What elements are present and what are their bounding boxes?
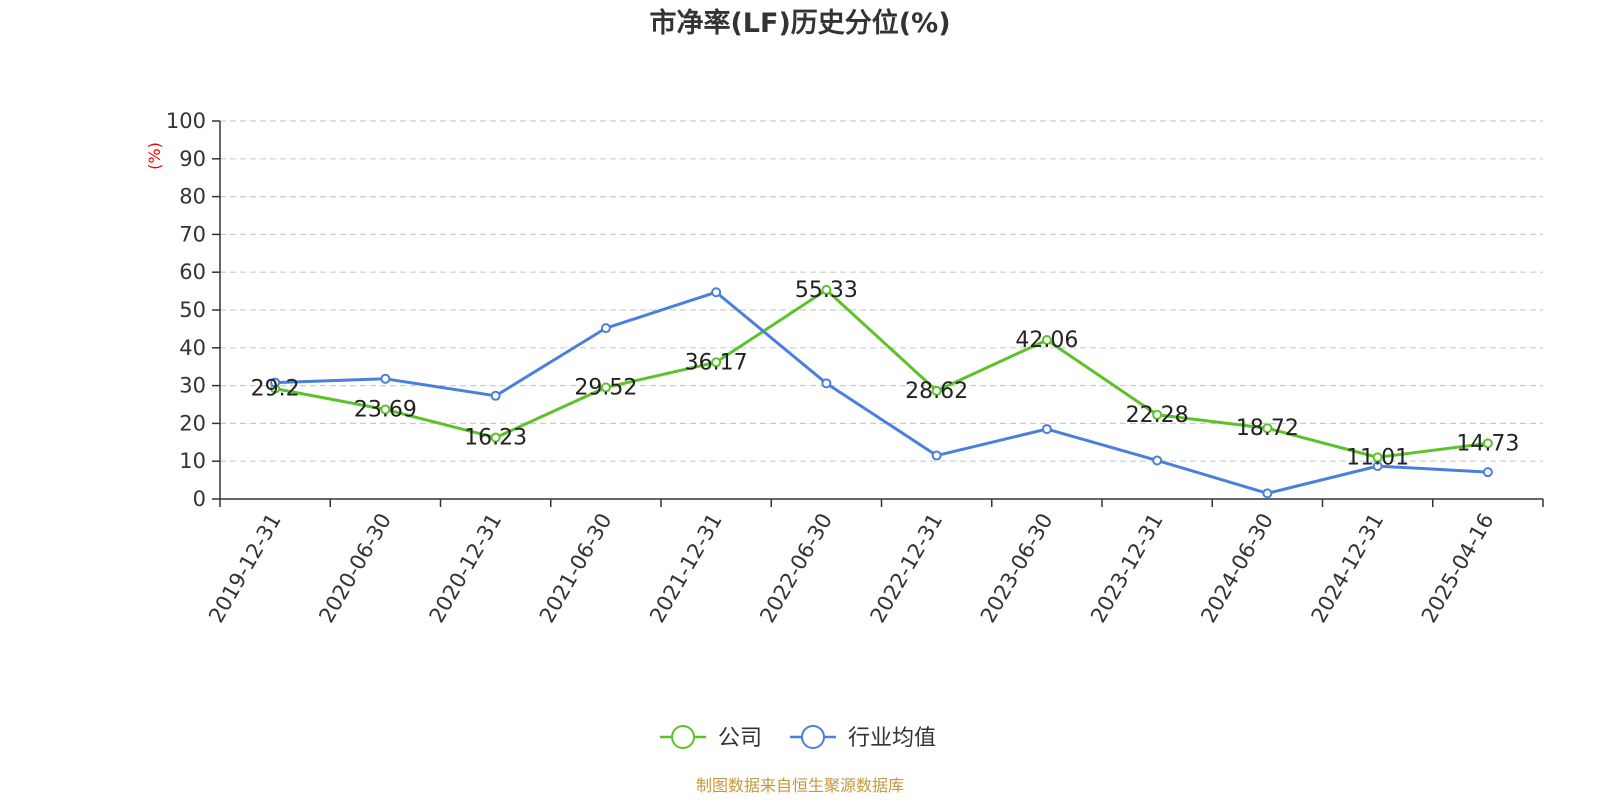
series-line-0	[274, 288, 1489, 459]
legend-item-1[interactable]: 行业均值	[790, 725, 936, 751]
data-label: 16.23	[464, 426, 527, 451]
x-tick-label: 2023-06-30	[976, 509, 1058, 627]
x-tick-label: 2019-12-31	[204, 509, 286, 627]
x-tick-label: 2022-12-31	[866, 509, 948, 627]
x-tick-label: 2021-06-30	[535, 509, 617, 627]
data-label: 22.28	[1126, 403, 1189, 428]
series-lines	[270, 284, 1493, 499]
data-point-1[interactable]	[821, 378, 832, 389]
y-tick-label: 60	[179, 260, 206, 284]
y-tick-label: 40	[179, 336, 206, 360]
x-tick-label: 2020-12-31	[425, 509, 507, 627]
x-tick-label: 2024-06-30	[1196, 509, 1278, 627]
x-tick-label: 2025-04-16	[1417, 509, 1499, 627]
data-label: 36.17	[685, 350, 748, 375]
legend-label: 行业均值	[848, 726, 936, 751]
data-point-1[interactable]	[1152, 455, 1163, 466]
x-tick-label: 2022-06-30	[755, 509, 837, 627]
data-point-1[interactable]	[1372, 461, 1383, 472]
data-point-1[interactable]	[380, 373, 391, 384]
data-point-1[interactable]	[1262, 488, 1273, 499]
data-label: 29.52	[574, 375, 637, 400]
data-point-0[interactable]	[711, 357, 722, 368]
y-tick-label: 70	[179, 222, 206, 246]
x-tick-label: 2021-12-31	[645, 509, 727, 627]
y-tick-label: 100	[166, 109, 206, 133]
data-point-0[interactable]	[821, 284, 832, 295]
legend-label: 公司	[718, 726, 762, 751]
y-tick-label: 0	[193, 487, 206, 511]
x-tick-label: 2020-06-30	[314, 509, 396, 627]
y-tick-label: 30	[179, 374, 206, 398]
legend-marker	[801, 725, 825, 749]
data-label: 55.33	[795, 278, 858, 303]
y-tick-label: 10	[179, 449, 206, 473]
data-point-0[interactable]	[380, 404, 391, 415]
grid-lines	[220, 120, 1543, 462]
data-label: 28.62	[905, 379, 968, 404]
data-point-1[interactable]	[1482, 467, 1493, 478]
data-point-0[interactable]	[1262, 423, 1273, 434]
legend-marker	[671, 725, 695, 749]
data-point-0[interactable]	[600, 382, 611, 393]
y-tick-label: 80	[179, 185, 206, 209]
axes: 0 10 20 30 40 50 60 70 80 90 100 2019-12-31 2020-06-…	[166, 109, 1544, 627]
data-label: 11.01	[1346, 445, 1409, 470]
data-point-0[interactable]	[1041, 335, 1052, 346]
data-point-1[interactable]	[931, 450, 942, 461]
data-label: 18.72	[1236, 416, 1299, 441]
chart-title: 市净率(LF)历史分位(%)	[649, 7, 950, 39]
legend[interactable]: 公司 行业均值	[660, 725, 936, 751]
data-point-0[interactable]	[931, 385, 942, 396]
data-label: 29.2	[251, 377, 300, 402]
source-note: 制图数据来自恒生聚源数据库	[696, 776, 904, 795]
data-label: 23.69	[354, 397, 417, 422]
y-tick-label: 90	[179, 147, 206, 171]
data-point-1[interactable]	[711, 287, 722, 298]
data-point-0[interactable]	[1482, 438, 1493, 449]
y-tick-label: 50	[179, 298, 206, 322]
data-point-1[interactable]	[1041, 424, 1052, 435]
data-point-1[interactable]	[270, 377, 281, 388]
x-tick-label: 2024-12-31	[1307, 509, 1389, 627]
data-point-0[interactable]	[1152, 409, 1163, 420]
data-labels: 29.2 23.69 16.23 29.52 36.17 55.33 28.62 42.06 2…	[251, 278, 1520, 471]
y-tick-label: 20	[179, 411, 206, 435]
data-label: 42.06	[1015, 328, 1078, 353]
legend-item-0[interactable]: 公司	[660, 725, 762, 751]
series-line-1	[275, 290, 1488, 495]
data-point-1[interactable]	[490, 390, 501, 401]
x-tick-label: 2023-12-31	[1086, 509, 1168, 627]
y-axis-label: (%)	[145, 142, 164, 170]
data-label: 14.73	[1456, 431, 1519, 456]
data-point-0[interactable]	[490, 432, 501, 443]
data-point-1[interactable]	[600, 323, 611, 334]
